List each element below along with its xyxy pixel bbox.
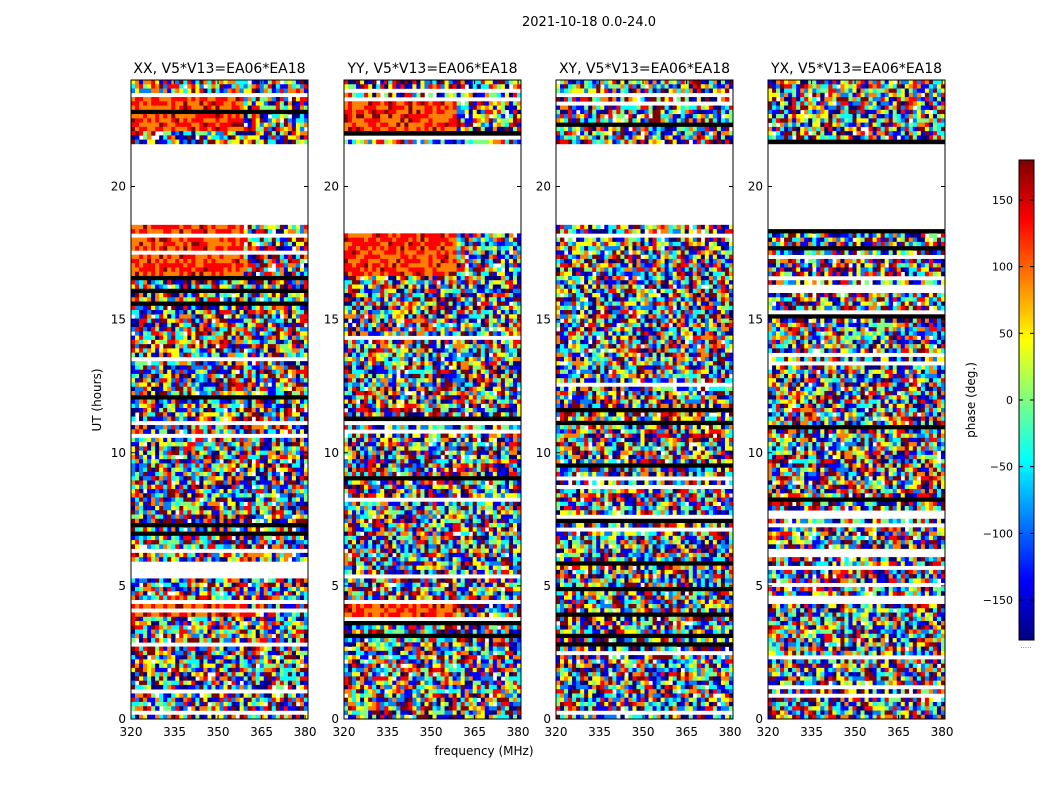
x-tick-label: 335 — [163, 725, 186, 739]
panel-heatmap-image — [556, 80, 734, 720]
y-tick-label: 5 — [331, 579, 339, 593]
y-tick-label: 20 — [748, 180, 763, 194]
y-tick-label: 5 — [755, 579, 763, 593]
x-tick-label: 350 — [844, 725, 867, 739]
colorbar-tick-label: −150 — [983, 594, 1013, 607]
y-tick-label: 0 — [543, 712, 551, 726]
colorbar-tick-label: 50 — [999, 327, 1013, 340]
y-tick-label: 15 — [111, 313, 126, 327]
x-tick-label: 335 — [588, 725, 611, 739]
y-tick-label: 15 — [536, 313, 551, 327]
x-tick-label: 320 — [545, 725, 568, 739]
x-tick-label: 380 — [507, 725, 530, 739]
y-tick-label: 10 — [748, 446, 763, 460]
panel-title: YX, V5*V13=EA06*EA18 — [770, 61, 942, 77]
y-tick-label: 5 — [543, 579, 551, 593]
panel-title: YY, V5*V13=EA06*EA18 — [346, 61, 517, 77]
x-tick-label: 320 — [333, 725, 356, 739]
panel-frame — [343, 79, 522, 720]
y-tick-label: 15 — [324, 313, 339, 327]
colorbar-ticks: −150 −100 −50 0 50 100 150 — [983, 194, 1034, 607]
colorbar: −150 −100 −50 0 50 100 150 phase (deg.) ..... — [964, 159, 1035, 650]
x-tick-label: 350 — [632, 725, 655, 739]
x-axis-label: frequency (MHz) — [434, 744, 533, 758]
x-tick-label: 365 — [887, 725, 910, 739]
panel-2: XY, V5*V13=EA06*EA18 320 335 350 365 380 0 5 10 1… — [536, 61, 742, 739]
panel-frame — [555, 79, 734, 720]
x-tick-label: 380 — [294, 725, 317, 739]
y-tick-label: 20 — [324, 180, 339, 194]
panel-3: YX, V5*V13=EA06*EA18 320 335 350 365 380 0 5 10 1… — [748, 61, 954, 739]
y-tick-label: 10 — [324, 446, 339, 460]
x-tick-label: 335 — [376, 725, 399, 739]
panel-0: XX, V5*V13=EA06*EA18 320 335 350 365 380 0 5 10 1… — [111, 61, 317, 739]
y-tick-label: 20 — [536, 180, 551, 194]
x-tick-label: 350 — [420, 725, 443, 739]
panel-frame — [767, 79, 946, 720]
y-tick-label: 0 — [118, 712, 126, 726]
x-tick-label: 320 — [120, 725, 143, 739]
colorbar-label: phase (deg.) — [964, 362, 978, 438]
y-tick-label: 0 — [755, 712, 763, 726]
colorbar-tick-label: −50 — [990, 461, 1013, 474]
x-tick-label: 365 — [675, 725, 698, 739]
x-tick-label: 380 — [931, 725, 954, 739]
heatmap-panels: XX, V5*V13=EA06*EA18 320 335 350 365 380 0 5 10 1… — [111, 61, 954, 739]
panel-heatmap-image — [131, 80, 309, 720]
x-tick-label: 350 — [207, 725, 230, 739]
colorbar-tick-label: −100 — [983, 527, 1013, 540]
y-tick-label: 10 — [111, 446, 126, 460]
panel-title: XY, V5*V13=EA06*EA18 — [559, 61, 730, 77]
panel-frame — [130, 79, 309, 720]
colorbar-tick-label: 100 — [992, 261, 1013, 274]
x-tick-label: 365 — [463, 725, 486, 739]
panel-heatmap-image — [768, 80, 946, 720]
x-tick-label: 380 — [719, 725, 742, 739]
y-tick-label: 10 — [536, 446, 551, 460]
colorbar-tick-label: 150 — [992, 194, 1013, 207]
panel-1: YY, V5*V13=EA06*EA18 320 335 350 365 380 0 5 10 1… — [324, 61, 530, 739]
colorbar-tick-label: 0 — [1006, 394, 1013, 407]
colorbar-extra: ..... — [1020, 642, 1031, 650]
panel-heatmap-image — [344, 80, 522, 720]
x-tick-label: 320 — [757, 725, 780, 739]
x-tick-label: 335 — [800, 725, 823, 739]
panel-title: XX, V5*V13=EA06*EA18 — [133, 61, 305, 77]
y-tick-label: 0 — [331, 712, 339, 726]
x-tick-label: 365 — [250, 725, 273, 739]
y-tick-label: 20 — [111, 180, 126, 194]
figure-suptitle: 2021-10-18 0.0-24.0 — [522, 15, 656, 30]
y-axis-label: UT (hours) — [90, 368, 104, 431]
y-tick-label: 5 — [118, 579, 126, 593]
y-tick-label: 15 — [748, 313, 763, 327]
